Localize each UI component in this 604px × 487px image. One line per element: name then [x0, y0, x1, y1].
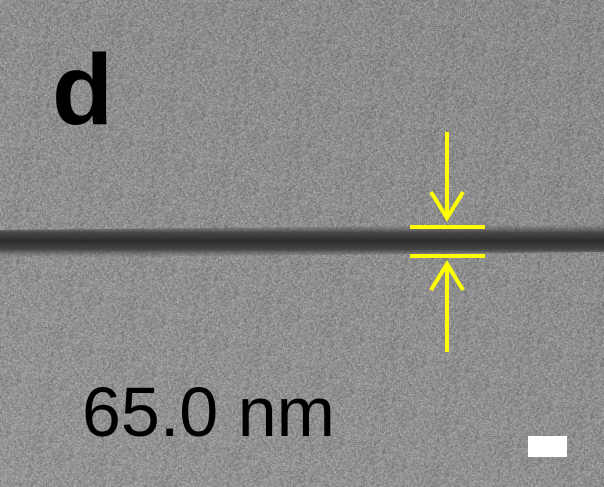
- thickness-measurement-label: 65.0 nm: [82, 373, 335, 451]
- scale-bar: [528, 436, 567, 457]
- thin-film-band: [0, 224, 604, 258]
- arrow-up-icon: [429, 260, 465, 352]
- arrow-down-icon: [429, 132, 465, 222]
- panel-label: d: [52, 34, 114, 146]
